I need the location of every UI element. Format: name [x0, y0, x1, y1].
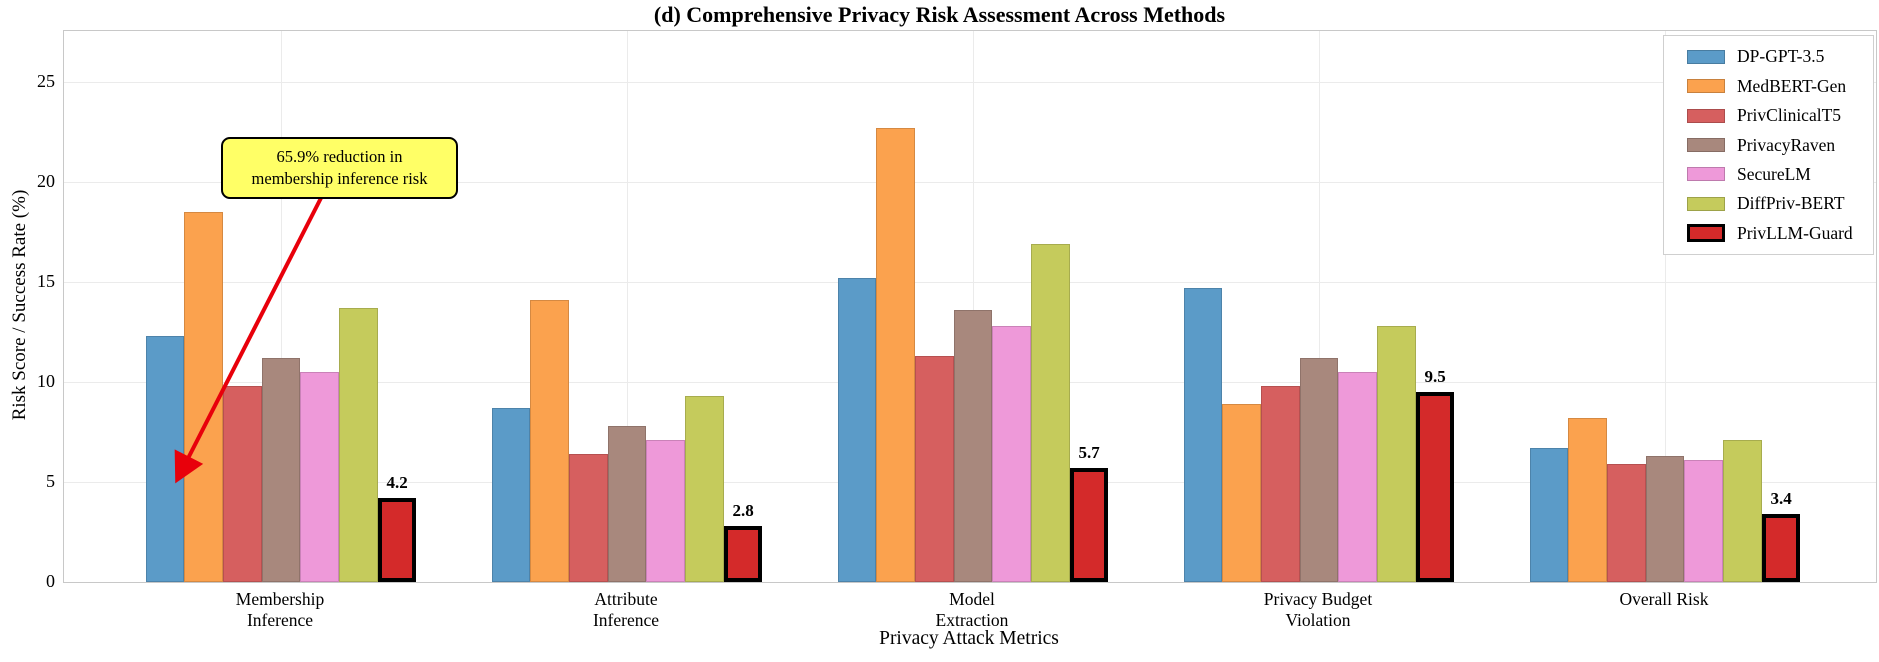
- legend-label: PrivacyRaven: [1737, 134, 1836, 155]
- y-tick-label: 20: [37, 171, 55, 191]
- bar-securelm-1: [646, 440, 686, 582]
- bar-diffpriv-bert-4: [1723, 440, 1762, 582]
- x-axis-label: Privacy Attack Metrics: [879, 628, 1059, 649]
- annotation-line-1: 65.9% reduction in: [276, 147, 403, 167]
- y-tick-label: 15: [37, 271, 55, 291]
- legend-swatch: [1687, 108, 1725, 123]
- v-gridline: [1318, 31, 1320, 582]
- bar-diffpriv-bert-3: [1377, 326, 1416, 582]
- x-tick-line: Membership: [235, 589, 325, 609]
- x-tick-line: Privacy Budget: [1263, 589, 1373, 609]
- bar-privacyraven-2: [953, 310, 993, 582]
- legend-swatch: [1687, 79, 1725, 94]
- bar-dp-gpt-3.5-4: [1529, 448, 1569, 582]
- bar-dp-gpt-3.5-2: [837, 278, 877, 582]
- bar-medbert-gen-4: [1568, 418, 1607, 582]
- bar-value-label: 3.4: [1770, 489, 1792, 508]
- bar-diffpriv-bert-2: [1031, 244, 1070, 582]
- legend-label: PrivClinicalT5: [1737, 105, 1842, 126]
- bar-privacyraven-0: [261, 358, 301, 582]
- bar-dp-gpt-3.5-1: [491, 408, 531, 582]
- bar-privclinicalt5-0: [222, 386, 262, 582]
- legend-row-privclinicalt5: PrivClinicalT5: [1664, 105, 1873, 126]
- x-tick-label: Attribute Inference: [496, 589, 756, 631]
- bar-privacyraven-4: [1645, 456, 1685, 582]
- legend-label: DP-GPT-3.5: [1737, 46, 1825, 67]
- bar-securelm-0: [300, 372, 340, 582]
- legend-swatch: [1687, 49, 1725, 64]
- y-tick-label: 10: [37, 371, 55, 391]
- bar-securelm-3: [1338, 372, 1378, 582]
- x-tick-line: Inference: [592, 610, 660, 630]
- annotation-line-2: membership inference risk: [251, 169, 428, 188]
- legend-row-privllm-guard: PrivLLM-Guard: [1664, 223, 1873, 244]
- x-tick-label: Overall Risk: [1534, 589, 1794, 610]
- bar-privacyraven-1: [607, 426, 647, 582]
- legend-label: DiffPriv-BERT: [1737, 193, 1845, 214]
- legend-row-privacyraven: PrivacyRaven: [1664, 135, 1873, 156]
- v-gridline: [626, 31, 628, 582]
- chart-title: (d) Comprehensive Privacy Risk Assessmen…: [653, 2, 1226, 27]
- x-tick-line: Inference: [246, 610, 314, 630]
- legend-label: MedBERT-Gen: [1737, 75, 1847, 96]
- bar-securelm-4: [1684, 460, 1724, 582]
- bar-privllm-guard-0: [377, 498, 417, 582]
- h-gridline: [64, 81, 1876, 83]
- bar-dp-gpt-3.5-3: [1183, 288, 1223, 582]
- bar-privclinicalt5-2: [914, 356, 954, 582]
- legend-label: PrivLLM-Guard: [1737, 222, 1853, 243]
- legend-swatch: [1687, 196, 1725, 211]
- legend-row-medbert-gen: MedBERT-Gen: [1664, 76, 1873, 97]
- bar-diffpriv-bert-0: [339, 308, 378, 582]
- h-gridline: [64, 181, 1876, 183]
- bar-value-label: 4.2: [386, 473, 408, 492]
- bar-privclinicalt5-3: [1260, 386, 1300, 582]
- x-tick-line: Overall Risk: [1619, 589, 1709, 609]
- bar-privacyraven-3: [1299, 358, 1339, 582]
- bar-privllm-guard-2: [1069, 468, 1109, 582]
- bar-diffpriv-bert-1: [685, 396, 724, 582]
- bar-value-label: 2.8: [732, 501, 754, 520]
- plot-area: 4.2 2.8 5.7 9.5 3.4: [63, 30, 1877, 583]
- legend-row-diffpriv-bert: DiffPriv-BERT: [1664, 193, 1873, 214]
- v-gridline: [1664, 31, 1666, 582]
- bar-medbert-gen-1: [530, 300, 569, 582]
- bar-privclinicalt5-4: [1606, 464, 1646, 582]
- y-tick-label: 5: [46, 471, 55, 491]
- legend-swatch: [1687, 224, 1725, 243]
- bar-privllm-guard-4: [1761, 514, 1801, 582]
- x-tick-line: Attribute: [594, 589, 658, 609]
- x-tick-line: Model: [949, 589, 995, 609]
- bar-medbert-gen-2: [876, 128, 915, 582]
- legend-label: SecureLM: [1737, 163, 1811, 184]
- legend-row-dp-gpt-3.5: DP-GPT-3.5: [1664, 46, 1873, 67]
- bar-value-label: 5.7: [1078, 443, 1100, 462]
- bar-medbert-gen-0: [184, 212, 223, 582]
- v-gridline: [972, 31, 974, 582]
- x-tick-line: Violation: [1285, 610, 1351, 630]
- x-tick-label: Privacy Budget Violation: [1188, 589, 1448, 631]
- y-tick-label: 0: [46, 571, 55, 591]
- bar-dp-gpt-3.5-0: [145, 336, 185, 582]
- legend: DP-GPT-3.5 MedBERT-Gen PrivClinicalT5 Priva…: [1663, 35, 1874, 255]
- legend-swatch: [1687, 167, 1725, 182]
- annotation-callout: 65.9% reduction in membership inference …: [221, 137, 458, 199]
- bar-privllm-guard-1: [723, 526, 763, 582]
- bar-privllm-guard-3: [1415, 392, 1455, 582]
- x-tick-label: Model Extraction: [842, 589, 1102, 631]
- bar-value-label: 9.5: [1424, 367, 1446, 386]
- x-tick-line: Extraction: [935, 610, 1009, 630]
- bar-privclinicalt5-1: [568, 454, 608, 582]
- bar-securelm-2: [992, 326, 1032, 582]
- legend-row-securelm: SecureLM: [1664, 164, 1873, 185]
- y-tick-label: 25: [37, 71, 55, 91]
- bar-medbert-gen-3: [1222, 404, 1261, 582]
- legend-swatch: [1687, 138, 1725, 152]
- x-tick-label: Membership Inference: [150, 589, 410, 631]
- h-gridline: [64, 281, 1876, 283]
